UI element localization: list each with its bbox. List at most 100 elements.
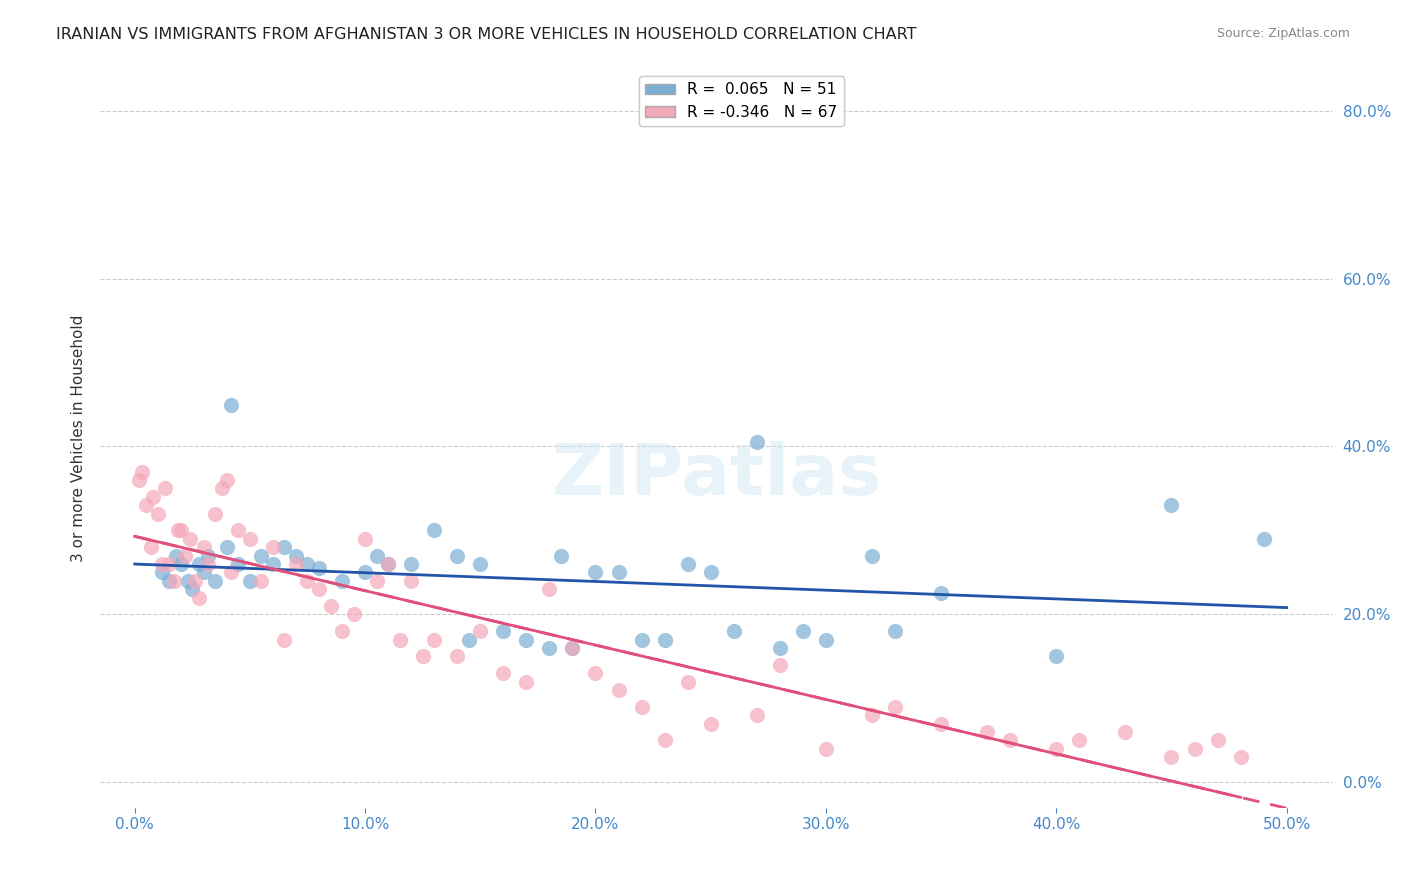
Point xyxy=(561,641,583,656)
Point xyxy=(814,632,837,647)
Point xyxy=(204,507,226,521)
Point xyxy=(929,716,952,731)
Point xyxy=(342,607,364,622)
Point xyxy=(676,674,699,689)
Point xyxy=(814,742,837,756)
Point xyxy=(630,699,652,714)
Point xyxy=(1253,532,1275,546)
Point xyxy=(1000,733,1022,747)
Point xyxy=(1160,750,1182,764)
Point xyxy=(745,435,768,450)
Point xyxy=(515,632,537,647)
Point xyxy=(884,624,907,639)
Point xyxy=(221,566,243,580)
Point xyxy=(585,566,607,580)
Point xyxy=(676,557,699,571)
Point xyxy=(399,557,422,571)
Point xyxy=(1184,742,1206,756)
Point xyxy=(1045,742,1067,756)
Point xyxy=(176,574,198,588)
Point xyxy=(179,532,201,546)
Point xyxy=(654,733,676,747)
Point xyxy=(399,574,422,588)
Point xyxy=(163,574,186,588)
Point xyxy=(769,657,792,672)
Point xyxy=(470,624,492,639)
Point xyxy=(135,498,157,512)
Point xyxy=(221,397,243,411)
Point xyxy=(308,561,330,575)
Point xyxy=(354,566,377,580)
Point xyxy=(215,473,238,487)
Point xyxy=(354,532,377,546)
Point xyxy=(297,574,319,588)
Point xyxy=(193,566,215,580)
Point xyxy=(699,566,721,580)
Point xyxy=(538,582,561,597)
Point xyxy=(157,574,180,588)
Point xyxy=(585,666,607,681)
Point xyxy=(150,566,173,580)
Point xyxy=(860,549,883,563)
Point xyxy=(446,649,468,664)
Point xyxy=(607,683,630,698)
Point xyxy=(366,549,388,563)
Point xyxy=(929,586,952,600)
Point xyxy=(170,557,193,571)
Text: Source: ZipAtlas.com: Source: ZipAtlas.com xyxy=(1216,27,1350,40)
Point xyxy=(976,725,998,739)
Point xyxy=(769,641,792,656)
Point xyxy=(142,490,165,504)
Point xyxy=(492,624,515,639)
Point xyxy=(630,632,652,647)
Point xyxy=(745,708,768,723)
Point xyxy=(1069,733,1091,747)
Point xyxy=(197,557,219,571)
Point xyxy=(228,557,250,571)
Point xyxy=(197,549,219,563)
Point xyxy=(366,574,388,588)
Point xyxy=(239,532,262,546)
Point xyxy=(297,557,319,571)
Point xyxy=(492,666,515,681)
Point xyxy=(262,541,284,555)
Point xyxy=(388,632,411,647)
Point xyxy=(228,524,250,538)
Point xyxy=(181,582,204,597)
Point xyxy=(239,574,262,588)
Point xyxy=(884,699,907,714)
Point xyxy=(550,549,572,563)
Point xyxy=(457,632,479,647)
Point xyxy=(193,541,215,555)
Point xyxy=(423,524,446,538)
Point xyxy=(330,624,353,639)
Point xyxy=(285,549,308,563)
Point xyxy=(1160,498,1182,512)
Point xyxy=(188,557,211,571)
Point xyxy=(250,574,273,588)
Y-axis label: 3 or more Vehicles in Household: 3 or more Vehicles in Household xyxy=(72,314,86,562)
Point xyxy=(377,557,399,571)
Point xyxy=(273,632,295,647)
Point xyxy=(157,557,180,571)
Point xyxy=(792,624,814,639)
Point xyxy=(654,632,676,647)
Point xyxy=(165,549,187,563)
Point xyxy=(308,582,330,597)
Point xyxy=(723,624,745,639)
Point xyxy=(1206,733,1229,747)
Point xyxy=(273,541,295,555)
Point xyxy=(183,574,205,588)
Point xyxy=(204,574,226,588)
Point xyxy=(128,473,150,487)
Point xyxy=(1229,750,1251,764)
Point xyxy=(561,641,583,656)
Point xyxy=(607,566,630,580)
Point xyxy=(174,549,197,563)
Text: ZIPatlas: ZIPatlas xyxy=(551,441,882,509)
Point xyxy=(330,574,353,588)
Point xyxy=(250,549,273,563)
Point xyxy=(139,541,162,555)
Point xyxy=(262,557,284,571)
Point xyxy=(470,557,492,571)
